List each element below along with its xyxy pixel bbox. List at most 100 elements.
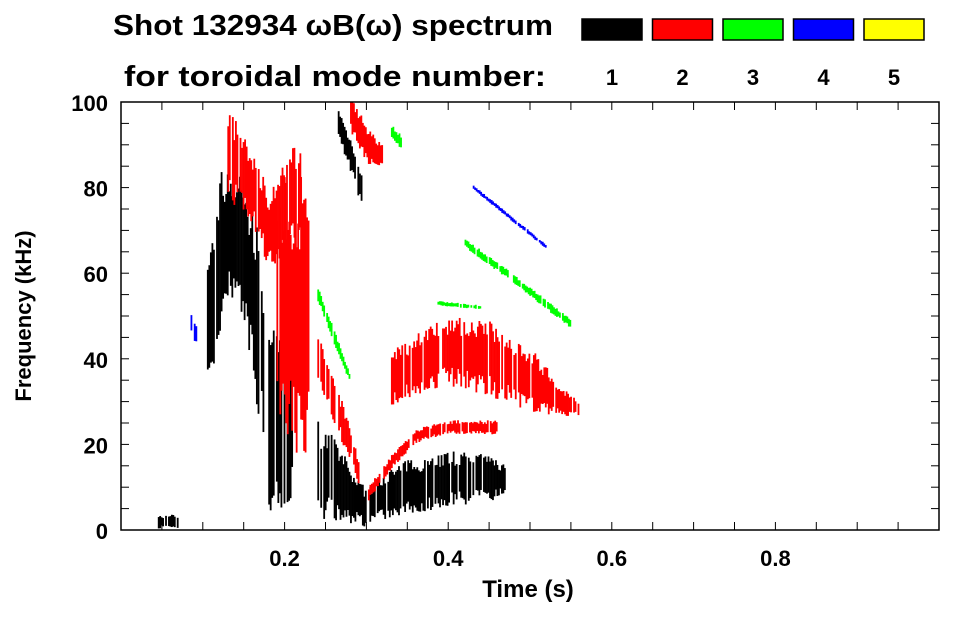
spectral-mark [268,339,271,505]
spectral-mark [239,176,241,285]
spectral-mark [354,448,357,474]
spectral-mark [544,367,547,408]
spectral-mark [479,306,482,309]
spectral-mark [193,323,196,341]
spectral-mark [536,294,539,303]
spectral-mark [564,315,567,323]
spectral-mark [464,239,467,246]
spectral-mark [492,421,495,434]
spectral-mark [501,334,504,390]
spectral-mark [550,378,553,411]
spectral-mark [513,354,516,390]
spectral-mark [514,276,517,285]
spectral-mark [507,213,510,218]
spectral-mark [502,266,505,275]
spectral-mark [413,341,416,387]
spectral-mark [381,485,384,510]
spectral-mark [439,423,442,436]
mode-4-track [472,185,547,248]
spectral-mark [478,320,481,376]
spectral-mark [330,375,333,415]
spectral-mark [460,454,463,498]
spectral-mark [306,217,308,410]
spectral-mark [493,261,496,269]
spectral-mark [532,234,535,239]
spectral-mark [508,339,511,393]
spectral-mark [266,207,269,257]
spectral-mark [472,462,475,496]
spectral-mark [405,354,408,385]
spectral-mark [333,331,336,345]
spectral-mark [542,298,545,307]
spectral-mark [318,291,321,305]
spectral-mark [169,516,172,527]
spectral-mark [363,125,366,158]
spectral-mark [262,176,265,234]
spectral-mark [494,261,497,268]
spectral-mark [376,145,379,165]
spectral-mark [531,233,534,237]
spectral-mark [338,460,340,510]
spectral-mark [411,347,414,391]
spectral-mark [378,477,381,512]
legend: 1 2 3 4 5 [581,18,925,90]
spectral-mark [282,230,285,384]
spectral-mark [480,323,482,380]
spectral-mark [426,461,429,509]
spectral-mark [434,465,437,504]
spectral-mark [485,423,488,433]
spectral-mark [561,313,564,321]
spectral-mark [240,189,243,312]
spectral-mark [475,455,478,491]
spectral-mark [390,127,393,137]
spectral-mark [419,430,422,441]
spectral-mark [561,391,564,415]
spectral-mark [500,265,503,275]
spectral-mark [455,303,458,307]
spectral-mark [427,426,430,439]
spectral-mark [242,197,244,302]
spectral-mark [469,332,472,381]
spectral-mark [548,303,551,310]
spectral-mark [463,452,466,500]
spectral-mark [252,252,255,371]
spectral-mark [349,140,352,171]
spectral-mark [416,430,419,439]
spectral-mark [348,373,351,379]
spectral-mark [454,327,457,379]
spectral-mark [533,290,536,298]
spectral-mark [351,481,354,517]
spectral-mark [495,460,497,490]
spectral-mark [235,121,237,185]
spectral-mark [556,389,559,409]
spectral-mark [250,160,253,222]
spectral-mark [481,325,484,377]
spectral-mark [396,470,399,513]
y-axis-label: Frequency (kHz) [11,230,36,401]
spectral-mark [476,326,479,385]
spectral-mark [272,330,275,496]
spectral-mark [381,145,384,164]
spectral-mark [357,481,360,516]
spectral-mark [517,343,520,393]
spectral-mark [277,352,280,503]
spectral-mark [378,473,381,483]
spectral-mark [541,241,544,246]
spectral-mark [503,468,506,491]
spectral-mark [452,420,455,431]
spectral-mark [330,322,333,337]
spectral-mark [493,341,496,383]
spectral-mark [577,403,580,416]
spectral-mark [160,517,163,526]
spectral-mark [489,461,491,499]
spectral-mark [464,422,467,434]
spectral-mark [347,368,349,375]
spectral-mark [476,456,479,491]
spectral-mark [283,177,286,395]
spectral-mark [157,517,160,529]
spectral-mark [269,203,272,251]
spectral-mark [263,185,266,257]
legend-label-mode-4: 4 [817,65,830,90]
spectral-mark [405,471,408,504]
spectral-mark [262,313,265,433]
